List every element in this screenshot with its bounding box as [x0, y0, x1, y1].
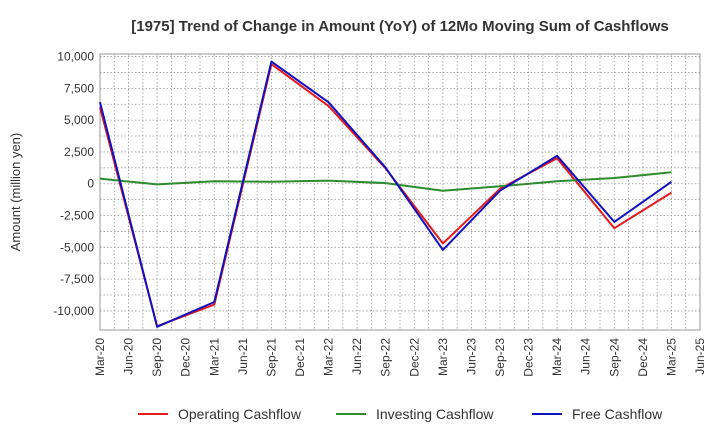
- y-axis: 10,000 7,500 5,000 2,500 0 -2,500 -5,000 -7,500…: [53, 50, 94, 318]
- x-tick-label: Mar-25: [664, 338, 678, 376]
- legend-label: Operating Cashflow: [178, 406, 302, 422]
- y-tick-label: 7,500: [64, 81, 94, 95]
- x-tick-label: Mar-22: [322, 338, 336, 376]
- series-line-investing-cashflow: [99, 171, 672, 192]
- y-tick-label: 10,000: [57, 50, 94, 64]
- y-tick-label: -10,000: [53, 304, 94, 318]
- series-lines: [99, 60, 672, 328]
- x-tick-label: Sep-20: [150, 338, 164, 377]
- x-tick-label: Dec-24: [636, 338, 650, 377]
- y-tick-label: -5,000: [60, 240, 94, 254]
- x-tick-label: Jun-22: [350, 338, 364, 375]
- x-tick-label: Dec-20: [179, 338, 193, 377]
- y-axis-label: Amount (million yen): [8, 133, 23, 252]
- x-tick-label: Jun-20: [122, 338, 136, 375]
- x-tick-label: Jun-24: [579, 338, 593, 375]
- x-tick-label: Mar-23: [436, 338, 450, 376]
- x-tick-label: Mar-24: [550, 338, 564, 376]
- x-tick-label: Sep-23: [493, 338, 507, 377]
- x-tick-label: Sep-22: [379, 338, 393, 377]
- x-axis: Mar-20 Jun-20 Sep-20 Dec-20 Mar-21 Jun-21 Sep-…: [93, 338, 707, 377]
- y-tick-label: -7,500: [60, 272, 94, 286]
- x-tick-label: Dec-21: [293, 338, 307, 377]
- chart-title: [1975] Trend of Change in Amount (YoY) o…: [131, 18, 669, 35]
- y-tick-label: 5,000: [64, 113, 94, 127]
- y-tick-label: -2,500: [60, 209, 94, 223]
- y-tick-label: 2,500: [64, 145, 94, 159]
- x-tick-label: Dec-23: [522, 338, 536, 377]
- x-tick-label: Mar-20: [93, 338, 107, 376]
- legend: Operating Cashflow Investing Cashflow Free…: [138, 406, 663, 422]
- legend-label: Free Cashflow: [572, 406, 663, 422]
- x-tick-label: Sep-21: [264, 338, 278, 377]
- x-tick-label: Jun-21: [236, 338, 250, 375]
- x-tick-label: Sep-24: [607, 338, 621, 377]
- legend-label: Investing Cashflow: [376, 406, 494, 422]
- x-tick-label: Jun-23: [464, 338, 478, 375]
- x-tick-label: Dec-22: [407, 338, 421, 377]
- series-line-free-cashflow: [99, 60, 672, 328]
- x-tick-label: Mar-21: [207, 338, 221, 376]
- x-tick-label: Jun-25: [693, 338, 707, 375]
- y-tick-label: 0: [87, 177, 94, 191]
